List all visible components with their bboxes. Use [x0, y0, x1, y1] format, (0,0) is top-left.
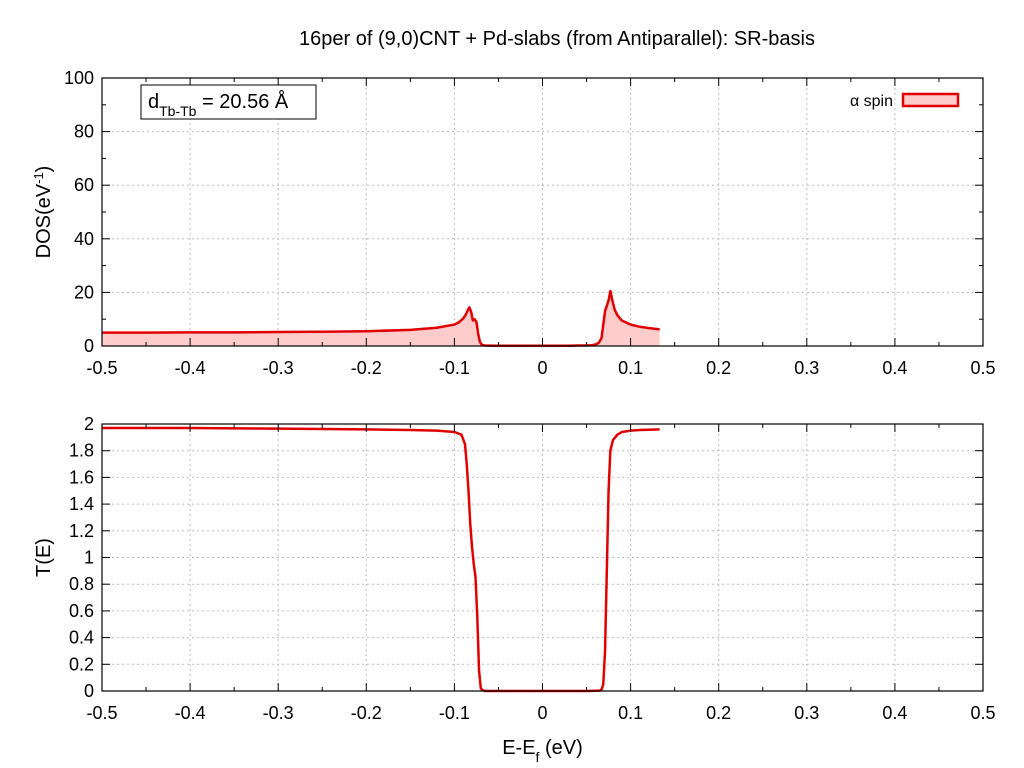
ylabel-sup: -1: [31, 172, 46, 184]
dos-xtick-label: 0.4: [882, 358, 907, 378]
ylabel-tail: ): [33, 166, 55, 173]
dos-xtick-label: 0.2: [706, 358, 731, 378]
trans-xtick-label: -0.2: [351, 703, 382, 723]
trans-xtick-label: 0: [537, 703, 547, 723]
trans-xtick-label: 0.5: [970, 703, 995, 723]
xlabel-tail: (eV): [539, 737, 582, 759]
trans-ytick-label: 1.6: [69, 467, 94, 487]
trans-series-line: [102, 426, 660, 693]
trans-xtick-label: -0.1: [439, 703, 470, 723]
legend-label: α spin: [850, 93, 893, 110]
dos-xtick-label: 0.5: [970, 358, 995, 378]
trans-ytick-label: 0.2: [69, 654, 94, 674]
trans-ytick-label: 1: [84, 548, 94, 568]
annotation-rest: = 20.56 Å: [196, 90, 288, 113]
trans-ytick-label: 0: [84, 681, 94, 701]
trans-ytick-label: 1.4: [69, 494, 94, 514]
trans-xtick-label: -0.5: [86, 703, 117, 723]
dos-xtick-label: 0.3: [794, 358, 819, 378]
dos-xtick-label: 0.1: [618, 358, 643, 378]
legend-swatch: [901, 92, 960, 108]
dos-xtick-label: -0.3: [263, 358, 294, 378]
annotation-box: [140, 84, 317, 120]
dos-ytick-label: 60: [74, 175, 94, 195]
dos-panel: -0.5 -0.4 -0.3 -0.2 -0.1 0 0.1 0.2 0.3 0.4 0.5 0 20 4…: [31, 68, 996, 378]
dos-xtick-label: -0.4: [175, 358, 206, 378]
trans-xlabel: E-Ef (eV): [502, 737, 583, 765]
trans-xtick-label: 0.2: [706, 703, 731, 723]
trans-xtick-label: -0.4: [175, 703, 206, 723]
trans-ytick-label: 0.6: [69, 601, 94, 621]
trans-ytick-label: 0.8: [69, 574, 94, 594]
trans-ytick-label: 0.4: [69, 628, 94, 648]
chart-title: 16per of (9,0)CNT + Pd-slabs (from Antip…: [299, 28, 815, 50]
xlabel-main: E-E: [502, 737, 535, 759]
xlabel-sub: f: [536, 749, 540, 765]
dos-ylabel: DOS(eV-1): [31, 166, 56, 259]
ylabel-main: DOS(eV: [33, 183, 55, 258]
dos-ytick-label: 20: [74, 282, 94, 302]
dos-ytick-label: 100: [64, 68, 94, 88]
dos-xtick-label: -0.5: [86, 358, 117, 378]
trans-ytick-label: 1.8: [69, 441, 94, 461]
annotation-sub: Tb-Tb: [159, 103, 197, 119]
dos-ytick-label: 40: [74, 229, 94, 249]
annotation-main: d: [148, 91, 159, 113]
trans-ytick-label: 1.2: [69, 521, 94, 541]
dos-xtick-label: -0.1: [439, 358, 470, 378]
trans-xtick-label: -0.3: [263, 703, 294, 723]
trans-ytick-label: 2: [84, 414, 94, 434]
dos-xtick-label: 0: [537, 358, 547, 378]
trans-panel: -0.5 -0.4 -0.3 -0.2 -0.1 0 0.1 0.2 0.3 0.4 0.5 0 0.2…: [33, 414, 996, 765]
dos-ytick-label: 0: [84, 336, 94, 356]
trans-xtick-label: 0.4: [882, 703, 907, 723]
dos-ytick-label: 80: [74, 122, 94, 142]
annotation-text: dTb-Tb = 20.56 Å: [148, 90, 289, 119]
trans-xtick-label: 0.1: [618, 703, 643, 723]
dos-series-area: [102, 291, 660, 346]
trans-xtick-label: 0.3: [794, 703, 819, 723]
dos-xtick-label: -0.2: [351, 358, 382, 378]
trans-ylabel: T(E): [33, 538, 55, 577]
